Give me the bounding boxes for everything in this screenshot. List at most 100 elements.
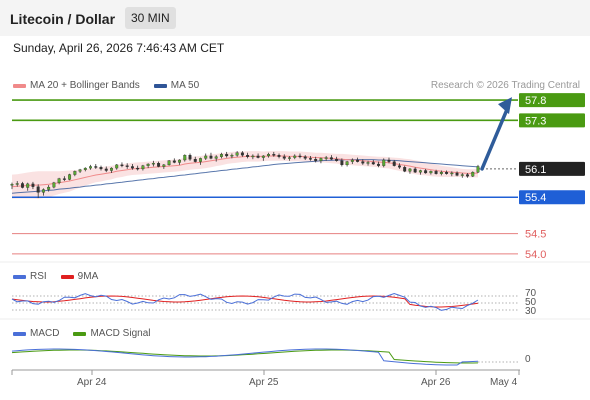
candle-body <box>21 183 24 188</box>
candle <box>450 171 454 177</box>
candle <box>434 169 438 175</box>
candle <box>178 159 182 165</box>
candle-body <box>157 163 161 167</box>
candle <box>214 155 218 162</box>
candle-body <box>340 160 344 166</box>
candle <box>418 169 422 175</box>
candle-body <box>350 159 354 162</box>
candle <box>99 165 103 171</box>
candle <box>293 154 297 160</box>
candle-body <box>277 154 281 157</box>
candle-body <box>319 158 323 161</box>
candle-body <box>387 159 391 162</box>
candle-body <box>178 159 182 163</box>
macd-signal-line <box>11 349 479 364</box>
candle-body <box>125 165 129 167</box>
rsi-ma-line <box>11 295 479 308</box>
candle <box>15 181 19 187</box>
candle-body <box>209 155 213 159</box>
candle <box>261 155 265 161</box>
candle <box>277 153 281 159</box>
legend-ma20-label: MA 20 + Bollinger Bands <box>30 80 140 91</box>
candle <box>183 154 187 162</box>
candle-body <box>324 157 328 159</box>
candle-body <box>476 166 480 173</box>
candle <box>219 152 223 159</box>
candle <box>52 181 56 189</box>
legend-rsi-label: RSI <box>30 271 47 282</box>
candle-body <box>15 183 19 185</box>
candle <box>36 184 40 199</box>
level-tag-57.8 <box>519 93 585 108</box>
candle <box>125 163 129 169</box>
candle-body <box>110 167 113 171</box>
ma20-swatch <box>13 83 26 88</box>
candle-body <box>230 154 234 157</box>
candle-body <box>26 183 30 188</box>
level-label-55.4: 55.4 <box>525 192 546 204</box>
x-tick-may4: May 4 <box>490 377 518 388</box>
candle-body <box>52 182 56 188</box>
candle-body <box>466 174 469 177</box>
level-label-54.0: 54.0 <box>525 249 546 261</box>
legend-rsi-ma-label: 9MA <box>77 271 99 282</box>
candle-body <box>434 171 438 174</box>
candle-body <box>89 166 92 169</box>
candle-body <box>303 156 307 159</box>
candle <box>26 182 30 191</box>
candle-body <box>288 157 291 159</box>
candle-body <box>424 170 428 174</box>
candle <box>345 160 349 167</box>
candle <box>47 185 51 192</box>
candle <box>162 164 166 169</box>
candle <box>282 154 286 160</box>
candle <box>104 166 108 173</box>
candle-body <box>47 186 51 190</box>
candle-body <box>418 170 422 173</box>
candle <box>288 155 291 161</box>
candle <box>151 160 155 167</box>
candle <box>398 163 401 169</box>
candle-body <box>188 154 192 160</box>
candle-body <box>308 158 312 160</box>
candle-body <box>471 171 475 177</box>
interval-button[interactable]: 30 MIN <box>125 7 176 29</box>
candle-body <box>36 186 40 193</box>
candle <box>387 157 391 164</box>
candle <box>246 152 250 159</box>
candle-body <box>392 161 396 166</box>
candle-body <box>335 159 339 161</box>
legend-ma50-label: MA 50 <box>170 80 200 91</box>
candle <box>230 153 234 159</box>
candle-body <box>68 174 72 180</box>
candle-body <box>298 155 302 158</box>
candle-body <box>235 152 239 156</box>
candle <box>89 164 92 170</box>
candle-body <box>193 159 197 162</box>
candle-body <box>267 154 271 157</box>
candle <box>429 170 433 175</box>
candle-body <box>204 155 208 159</box>
candle <box>314 156 318 163</box>
candle-body <box>439 171 443 174</box>
candle-body <box>151 163 155 165</box>
candle-body <box>94 166 98 168</box>
candle <box>31 181 35 190</box>
rsi-swatch <box>13 274 26 279</box>
main-legend: MA 20 + Bollinger Bands MA 50 <box>13 80 199 91</box>
candle <box>204 153 208 160</box>
candle-body <box>57 178 61 183</box>
candle <box>460 172 464 178</box>
candle <box>10 182 14 190</box>
candle-body <box>371 162 375 165</box>
candle-body <box>162 164 166 167</box>
candle <box>366 160 370 166</box>
candle <box>298 153 302 159</box>
candle <box>413 167 417 173</box>
candle-body <box>403 167 407 172</box>
candle <box>167 160 171 166</box>
candle-body <box>225 154 229 157</box>
candle <box>303 155 307 160</box>
candle <box>439 170 443 176</box>
